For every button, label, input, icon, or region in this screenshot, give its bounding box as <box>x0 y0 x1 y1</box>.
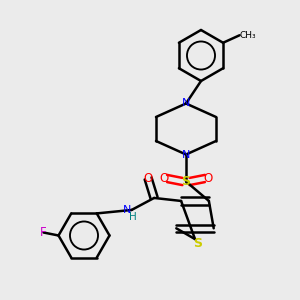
Text: O: O <box>204 172 213 185</box>
Text: N: N <box>182 149 190 160</box>
Text: O: O <box>159 172 168 185</box>
Text: CH₃: CH₃ <box>240 31 256 40</box>
Text: H: H <box>129 212 137 223</box>
Text: O: O <box>143 172 153 185</box>
Text: S: S <box>194 237 202 250</box>
Text: F: F <box>40 226 47 239</box>
Text: N: N <box>182 98 190 109</box>
Text: S: S <box>182 175 190 188</box>
Text: N: N <box>123 205 132 215</box>
